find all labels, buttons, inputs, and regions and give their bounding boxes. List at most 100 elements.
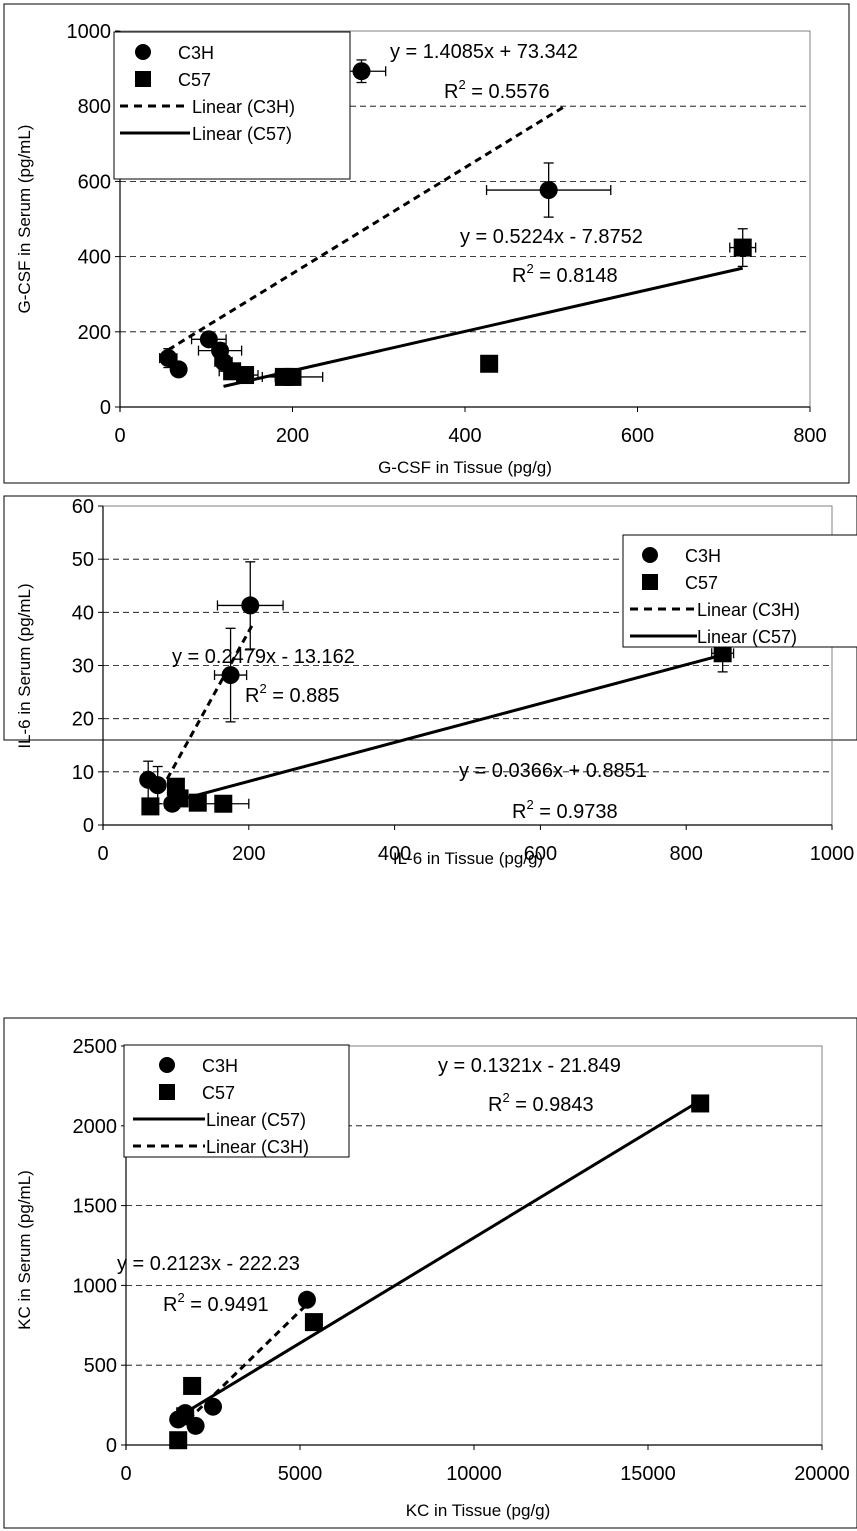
y-tick-label: 600 bbox=[78, 171, 111, 193]
chart-panel-1: 0 200 400 600 800 1000 0 200 400 600 800 G-CSF in T… bbox=[4, 4, 849, 483]
r-exponent: 2 bbox=[259, 681, 266, 696]
x-tick-label: 10000 bbox=[446, 1463, 502, 1485]
r-exponent: 2 bbox=[458, 77, 465, 92]
y-tick-label: 10 bbox=[72, 762, 94, 784]
r-label: R bbox=[512, 801, 526, 823]
data-point-c3h bbox=[222, 666, 240, 684]
r-value: = 0.5576 bbox=[466, 81, 550, 103]
trendline-equation: y = 0.5224x - 7.8752 bbox=[460, 226, 643, 248]
y-axis-label: G-CSF in Serum (pg/mL) bbox=[15, 125, 34, 314]
x-axis-label: IL-6 in Tissue (pg/g) bbox=[393, 849, 543, 868]
legend-label: C57 bbox=[178, 70, 211, 90]
trendline-equation: y = 1.4085x + 73.342 bbox=[390, 41, 578, 63]
trendline-equation: y = 0.1321x - 21.849 bbox=[438, 1055, 621, 1077]
data-point-c3h bbox=[353, 62, 371, 80]
legend-label: C3H bbox=[685, 546, 721, 566]
data-point-c57 bbox=[183, 1377, 201, 1395]
r-value: = 0.9738 bbox=[534, 801, 618, 823]
r-value: = 0.9491 bbox=[185, 1294, 269, 1316]
y-tick-label: 40 bbox=[72, 602, 94, 624]
r-squared-label: R2 = 0.9738 bbox=[512, 797, 618, 823]
y-tick-label: 2500 bbox=[73, 1036, 118, 1058]
trendline-equation: y = 0.0366x + 0.8851 bbox=[459, 760, 647, 782]
r-value: = 0.8148 bbox=[534, 265, 618, 287]
legend-marker-square bbox=[135, 71, 151, 87]
legend-marker-circle bbox=[642, 547, 658, 563]
data-point-c3h bbox=[204, 1398, 222, 1416]
r-exponent: 2 bbox=[526, 797, 533, 812]
x-tick-label: 200 bbox=[232, 843, 265, 865]
x-tick-label: 0 bbox=[120, 1463, 131, 1485]
r-squared-label: R2 = 0.885 bbox=[245, 681, 340, 707]
legend-marker-circle bbox=[159, 1057, 175, 1073]
data-point-c3h bbox=[298, 1291, 316, 1309]
legend-marker-circle bbox=[135, 44, 151, 60]
y-axis-label: KC in Serum (pg/mL) bbox=[15, 1170, 34, 1330]
legend-label: Linear (C3H) bbox=[206, 1137, 309, 1157]
y-tick-label: 0 bbox=[106, 1435, 117, 1457]
y-tick-label: 0 bbox=[100, 397, 111, 419]
r-value: = 0.9843 bbox=[510, 1094, 594, 1116]
x-tick-label: 400 bbox=[448, 425, 481, 447]
data-point-c3h bbox=[149, 776, 167, 794]
x-tick-label: 20000 bbox=[794, 1463, 850, 1485]
r-exponent: 2 bbox=[526, 261, 533, 276]
y-tick-label: 200 bbox=[78, 322, 111, 344]
y-tick-label: 0 bbox=[83, 815, 94, 837]
data-point-c57 bbox=[176, 1407, 194, 1425]
r-label: R bbox=[488, 1094, 502, 1116]
r-squared-label: R2 = 0.8148 bbox=[512, 261, 618, 287]
x-tick-label: 800 bbox=[793, 425, 826, 447]
data-point-c57 bbox=[284, 368, 302, 386]
r-squared-label: R2 = 0.5576 bbox=[444, 77, 550, 103]
legend-label: C57 bbox=[685, 573, 718, 593]
legend-label: Linear (C57) bbox=[192, 124, 292, 144]
r-squared-label: R2 = 0.9491 bbox=[163, 1290, 269, 1316]
data-point-c3h bbox=[170, 360, 188, 378]
y-tick-label: 50 bbox=[72, 549, 94, 571]
r-exponent: 2 bbox=[177, 1290, 184, 1305]
legend-label: C3H bbox=[202, 1056, 238, 1076]
x-tick-label: 200 bbox=[276, 425, 309, 447]
y-tick-label: 1000 bbox=[73, 1275, 118, 1297]
legend-label: Linear (C57) bbox=[206, 1110, 306, 1130]
legend-label: Linear (C57) bbox=[697, 627, 797, 647]
x-tick-label: 5000 bbox=[278, 1463, 323, 1485]
x-axis-label: KC in Tissue (pg/g) bbox=[406, 1501, 551, 1520]
legend-label: Linear (C3H) bbox=[192, 97, 295, 117]
legend-marker-square bbox=[642, 574, 658, 590]
y-tick-label: 20 bbox=[72, 709, 94, 731]
r-label: R bbox=[444, 81, 458, 103]
data-point-c57 bbox=[171, 789, 189, 807]
y-tick-label: 400 bbox=[78, 247, 111, 269]
trendline-equation: y = 0.2123x - 222.23 bbox=[117, 1253, 300, 1275]
legend-label: Linear (C3H) bbox=[697, 600, 800, 620]
trendline-equation: y = 0.2479x - 13.162 bbox=[172, 646, 355, 668]
x-tick-label: 15000 bbox=[620, 1463, 676, 1485]
y-tick-label: 1000 bbox=[67, 21, 112, 43]
y-tick-label: 500 bbox=[84, 1355, 117, 1377]
y-tick-label: 2000 bbox=[73, 1116, 118, 1138]
y-tick-label: 30 bbox=[72, 656, 94, 678]
x-tick-label: 600 bbox=[621, 425, 654, 447]
legend-label: C57 bbox=[202, 1083, 235, 1103]
r-squared-label: R2 = 0.9843 bbox=[488, 1090, 594, 1116]
data-point-c3h bbox=[241, 596, 259, 614]
data-point-c57 bbox=[169, 1431, 187, 1449]
chart-panel-3: 0 500 1000 1500 2000 2500 0 5000 10000 15000 20000… bbox=[4, 1018, 857, 1528]
x-axis-label: G-CSF in Tissue (pg/g) bbox=[378, 458, 552, 477]
x-tick-label: 0 bbox=[114, 425, 125, 447]
legend-marker-square bbox=[159, 1084, 175, 1100]
data-point-c57 bbox=[480, 355, 498, 373]
data-point-c57 bbox=[734, 239, 752, 257]
data-point-c3h bbox=[540, 181, 558, 199]
x-tick-label: 800 bbox=[670, 843, 703, 865]
data-point-c57 bbox=[141, 797, 159, 815]
x-tick-label: 0 bbox=[97, 843, 108, 865]
r-exponent: 2 bbox=[502, 1090, 509, 1105]
y-axis-label: IL-6 in Serum (pg/mL) bbox=[15, 583, 34, 748]
data-point-c57 bbox=[691, 1094, 709, 1112]
r-label: R bbox=[512, 265, 526, 287]
y-tick-label: 800 bbox=[78, 96, 111, 118]
